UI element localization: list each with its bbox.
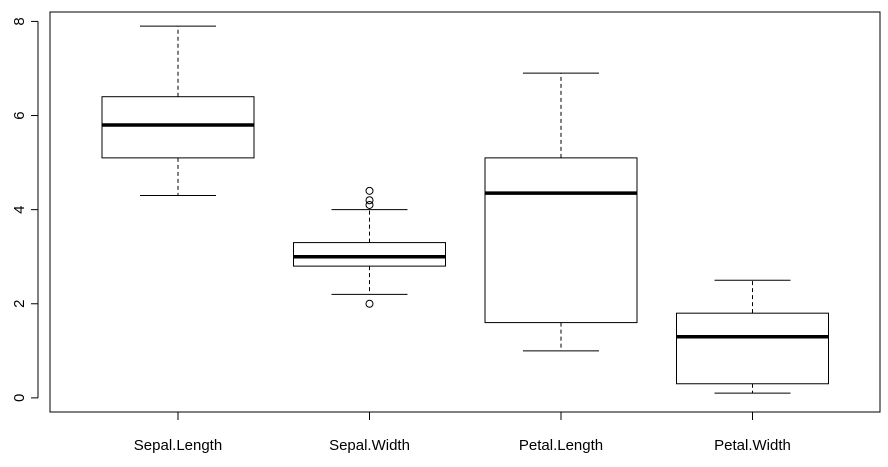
box-iqr [484, 157, 638, 324]
x-tick-label-0: Sepal.Length [134, 437, 222, 454]
outlier-point-0 [365, 299, 374, 308]
y-tick-label-1: 2 [11, 300, 28, 308]
x-tick-label-1: Sepal.Width [329, 437, 410, 454]
boxes [101, 25, 829, 394]
box-group-0 [101, 25, 255, 197]
x-tick-label-3: Petal.Width [714, 437, 791, 454]
y-tick-label-0: 0 [11, 394, 28, 402]
box-iqr [293, 242, 446, 267]
box-iqr [101, 96, 255, 159]
y-tick-label-3: 6 [11, 111, 28, 119]
y-tick-label-2: 4 [11, 205, 28, 213]
outlier-point-3 [365, 186, 374, 195]
box-group-2 [484, 72, 638, 352]
box-group-1 [293, 186, 446, 308]
outlier-point-2 [365, 196, 374, 205]
y-tick-label-4: 8 [11, 17, 28, 25]
outlier-point-1 [365, 200, 374, 209]
x-axis: Sepal.Length Sepal.Width Petal.Length Petal… [134, 411, 791, 454]
y-axis: 0 2 4 6 8 [11, 17, 39, 402]
box-iqr [676, 312, 829, 385]
box-group-3 [676, 279, 829, 394]
x-tick-label-2: Petal.Length [519, 437, 603, 454]
